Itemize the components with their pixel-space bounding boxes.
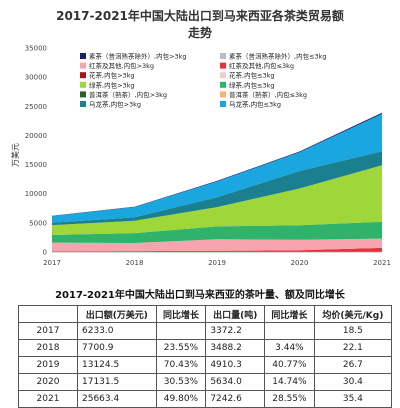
cell-volume-growth: 28.55% <box>264 390 315 408</box>
cell-year: 2020 <box>18 373 78 391</box>
x-tick-label: 2018 <box>126 259 144 267</box>
y-axis-label: 万美元 <box>10 143 20 167</box>
cell-avg-price: 30.4 <box>313 373 393 391</box>
x-tick-label: 2019 <box>208 259 226 267</box>
cell-volume-growth <box>264 322 315 340</box>
cell-volume-growth: 40.77% <box>264 356 315 374</box>
x-tick-label: 2021 <box>373 259 391 267</box>
legend-swatch <box>220 81 226 88</box>
legend-label: 普洱茶（熟茶）,内包>3kg <box>89 90 167 99</box>
table-header-row: 出口额(万美元) 同比增长 出口量(吨) 同比增长 均价(美元/Kg) <box>18 305 393 323</box>
legend-swatch <box>80 62 86 69</box>
trade-data-table: 出口额(万美元) 同比增长 出口量(吨) 同比增长 均价(美元/Kg) 2017… <box>18 305 393 408</box>
legend-label: 乌龙茶,内包≤3kg <box>229 100 281 109</box>
cell-export-volume: 5634.0 <box>205 373 266 391</box>
legend-label: 红茶及其他,内包≤3kg <box>229 61 294 70</box>
header-export-volume: 出口量(吨) <box>205 305 266 323</box>
table-row: 2017 6233.0 3372.2 18.5 <box>18 322 393 340</box>
cell-year: 2021 <box>18 390 78 408</box>
cell-export-value: 17131.5 <box>77 373 157 391</box>
legend-swatch <box>220 91 226 98</box>
cell-export-volume: 3372.2 <box>205 322 266 340</box>
area-series-2 <box>52 221 382 243</box>
table-row: 2018 7700.9 23.55% 3488.2 3.44% 22.1 <box>18 339 393 357</box>
cell-year: 2018 <box>18 339 78 357</box>
legend-label: 花茶,内包≤3kg <box>229 71 275 80</box>
y-tick-label: 10000 <box>25 190 47 198</box>
cell-year: 2019 <box>18 356 78 374</box>
cell-export-value: 13124.5 <box>77 356 157 374</box>
cell-export-volume: 3488.2 <box>205 339 266 357</box>
legend-swatch <box>220 53 226 59</box>
y-tick-label: 30000 <box>25 74 47 82</box>
stacked-area-chart: 0 5000 10000 15000 20000 25000 30000 35000 2017 2… <box>10 45 391 268</box>
legend-label: 普洱茶（熟茶）,内包≤3kg <box>229 90 307 99</box>
cell-year: 2017 <box>18 322 78 340</box>
y-tick-label: 0 <box>43 249 47 257</box>
cell-value-growth: 49.80% <box>155 390 207 408</box>
cell-export-value: 6233.0 <box>77 322 157 340</box>
cell-export-volume: 7242.6 <box>205 390 266 408</box>
legend-swatch <box>220 62 226 69</box>
cell-value-growth <box>155 322 207 340</box>
legend-swatch <box>80 81 86 88</box>
cell-avg-price: 35.4 <box>313 390 393 408</box>
y-tick-label: 35000 <box>25 45 47 53</box>
x-tick-label: 2017 <box>43 259 61 267</box>
legend-swatch <box>80 91 86 98</box>
legend-swatch <box>220 72 226 79</box>
table-row: 2020 17131.5 30.53% 5634.0 14.74% 30.4 <box>18 373 393 391</box>
cell-value-growth: 30.53% <box>155 373 207 391</box>
y-tick-label: 15000 <box>25 161 47 169</box>
cell-export-volume: 4910.3 <box>205 356 266 374</box>
cell-export-value: 25663.4 <box>77 390 157 408</box>
header-avg-price: 均价(美元/Kg) <box>313 305 393 323</box>
y-tick-label: 20000 <box>25 132 47 140</box>
x-tick-label: 2020 <box>291 259 309 267</box>
y-tick-label: 25000 <box>25 103 47 111</box>
area-series-1 <box>52 238 382 252</box>
legend-label: 花茶,内包>3kg <box>89 71 135 80</box>
header-value-growth: 同比增长 <box>155 305 207 323</box>
cell-volume-growth: 3.44% <box>264 339 315 357</box>
area-series-3 <box>52 165 382 235</box>
legend-swatch <box>80 101 86 107</box>
table-row: 2019 13124.5 70.43% 4910.3 40.77% 26.7 <box>18 356 393 374</box>
cell-export-value: 7700.9 <box>77 339 157 357</box>
header-export-value: 出口额(万美元) <box>77 305 157 323</box>
table-row: 2021 25663.4 49.80% 7242.6 28.55% 35.4 <box>18 390 393 408</box>
chart-title-line2: 走势 <box>187 26 212 40</box>
legend-swatch <box>220 101 226 107</box>
legend-label: 绿茶,内包>3kg <box>89 80 135 89</box>
legend-label: 红茶及其他,内包>3kg <box>89 61 154 70</box>
chart-title-line1: 2017-2021年中国大陆出口到马来西亚各茶类贸易额 <box>56 9 344 23</box>
legend-label: 乌龙茶,内包>3kg <box>89 100 141 109</box>
legend-swatch <box>80 53 86 59</box>
chart-title: 2017-2021年中国大陆出口到马来西亚各茶类贸易额 走势 <box>0 8 400 42</box>
legend-label: 绿茶,内包≤3kg <box>229 80 275 89</box>
legend-swatch <box>80 72 86 79</box>
cell-volume-growth: 14.74% <box>264 373 315 391</box>
cell-value-growth: 70.43% <box>155 356 207 374</box>
cell-avg-price: 26.7 <box>313 356 393 374</box>
area-series-0 <box>52 247 382 252</box>
header-volume-growth: 同比增长 <box>264 305 315 323</box>
cell-avg-price: 22.1 <box>313 339 393 357</box>
y-tick-label: 5000 <box>29 219 47 227</box>
header-year <box>18 305 78 323</box>
legend-label: 素茶（普洱熟茶除外）,内包>3kg <box>89 52 187 61</box>
legend-label: 素茶（普洱熟茶除外）,内包≤3kg <box>229 52 327 61</box>
cell-value-growth: 23.55% <box>155 339 207 357</box>
cell-avg-price: 18.5 <box>313 322 393 340</box>
table-title: 2017-2021年中国大陆出口到马来西亚的茶叶量、额及同比增长 <box>55 290 345 301</box>
